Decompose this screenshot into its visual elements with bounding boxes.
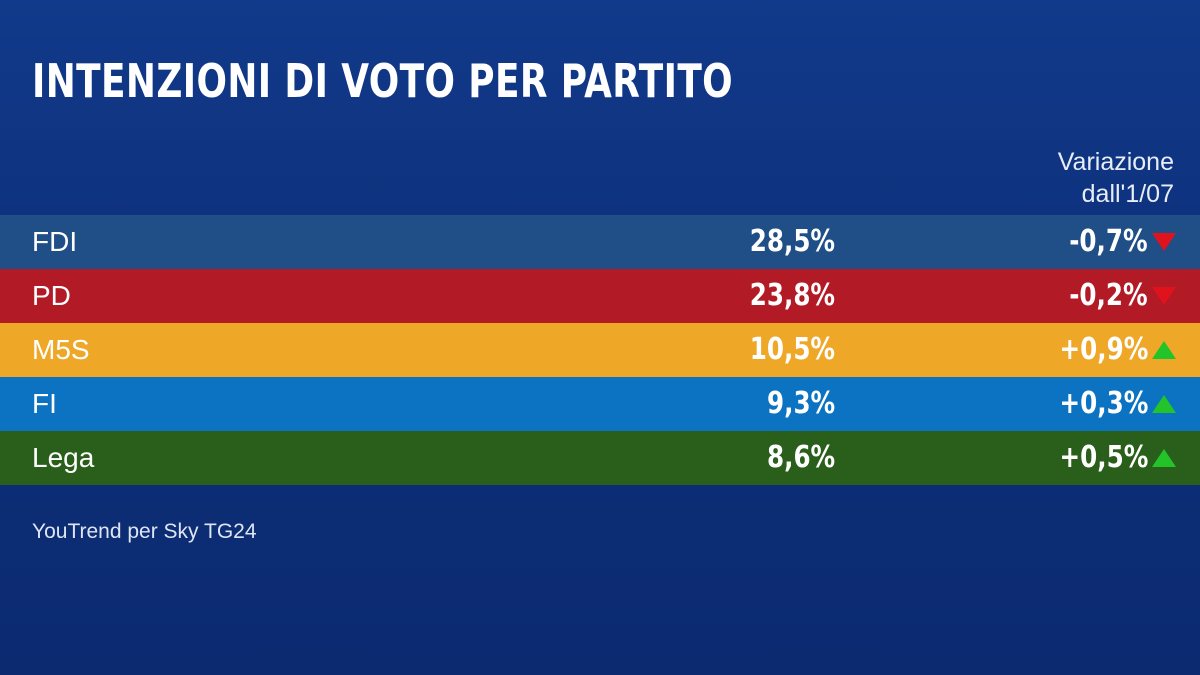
arrow-down-icon — [1152, 233, 1176, 251]
variation-value: +0,9% — [1059, 332, 1148, 367]
results-table: FDI 28,5% -0,7% PD 23,8% -0,2% M5S 10,5%… — [0, 215, 1200, 485]
table-row-2: M5S 10,5% +0,9% — [0, 323, 1200, 377]
variation-value: +0,3% — [1059, 386, 1148, 421]
chart-title: INTENZIONI DI VOTO PER PARTITO — [32, 54, 734, 108]
variation-value: -0,2% — [1069, 278, 1148, 313]
vote-percentage: 28,5% — [749, 224, 835, 259]
variation-value: -0,7% — [1069, 224, 1148, 259]
variation-header: Variazione dall'1/07 — [1058, 146, 1174, 210]
vote-percentage: 23,8% — [749, 278, 835, 313]
party-name: FI — [32, 388, 57, 419]
source-credit: YouTrend per Sky TG24 — [32, 520, 257, 543]
table-row-3: FI 9,3% +0,3% — [0, 377, 1200, 431]
party-name: PD — [32, 280, 71, 311]
vote-percentage: 9,3% — [766, 386, 835, 421]
arrow-up-icon — [1152, 449, 1176, 467]
variation-header-line2: dall'1/07 — [1081, 180, 1174, 208]
table-row-0: FDI 28,5% -0,7% — [0, 215, 1200, 269]
arrow-up-icon — [1152, 395, 1176, 413]
vote-percentage: 8,6% — [766, 440, 835, 475]
arrow-down-icon — [1152, 287, 1176, 305]
party-name: FDI — [32, 226, 78, 257]
party-name: Lega — [32, 442, 95, 473]
table-row-4: Lega 8,6% +0,5% — [0, 431, 1200, 485]
vote-percentage: 10,5% — [749, 332, 835, 367]
table-row-1: PD 23,8% -0,2% — [0, 269, 1200, 323]
variation-value: +0,5% — [1059, 440, 1148, 475]
arrow-up-icon — [1152, 341, 1176, 359]
variation-header-line1: Variazione — [1057, 148, 1174, 176]
party-name: M5S — [32, 334, 90, 365]
